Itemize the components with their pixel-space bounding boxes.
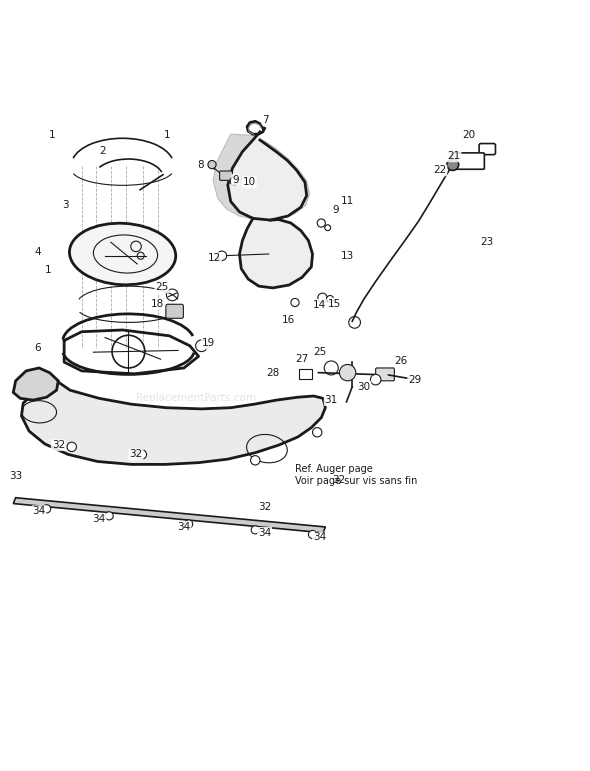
Text: 9: 9	[232, 175, 239, 185]
Text: 4: 4	[35, 247, 41, 258]
Circle shape	[309, 530, 317, 539]
Text: 23: 23	[480, 237, 493, 247]
Text: 31: 31	[324, 395, 338, 405]
Text: 6: 6	[35, 342, 41, 352]
Text: 10: 10	[243, 177, 256, 187]
Polygon shape	[14, 368, 58, 400]
Text: 12: 12	[208, 253, 221, 263]
Text: 1: 1	[49, 130, 56, 140]
FancyBboxPatch shape	[479, 143, 496, 155]
Text: 22: 22	[433, 166, 447, 176]
Text: 32: 32	[129, 449, 143, 460]
FancyBboxPatch shape	[166, 305, 183, 318]
Text: 32: 32	[332, 475, 346, 485]
Text: 16: 16	[281, 315, 294, 325]
Circle shape	[105, 512, 113, 520]
Circle shape	[339, 365, 356, 381]
Text: 9: 9	[333, 205, 339, 215]
Circle shape	[137, 449, 146, 460]
Text: 18: 18	[151, 298, 164, 308]
Text: Ref. Auger page
Voir page sur vis sans fin: Ref. Auger page Voir page sur vis sans f…	[295, 464, 417, 486]
Polygon shape	[14, 498, 326, 533]
Text: 11: 11	[341, 197, 354, 207]
Text: 8: 8	[197, 160, 204, 170]
FancyBboxPatch shape	[376, 368, 394, 381]
Text: 29: 29	[408, 375, 421, 385]
Circle shape	[251, 456, 260, 465]
Text: ReplacementParts.com: ReplacementParts.com	[136, 393, 255, 403]
Circle shape	[208, 160, 216, 169]
Text: 33: 33	[9, 471, 22, 481]
Text: 15: 15	[328, 298, 342, 308]
Text: 32: 32	[258, 502, 271, 512]
Polygon shape	[228, 132, 307, 220]
Circle shape	[313, 428, 322, 437]
Text: 34: 34	[313, 533, 326, 543]
Circle shape	[318, 293, 327, 302]
Polygon shape	[213, 134, 310, 220]
Circle shape	[217, 251, 227, 261]
Text: 7: 7	[263, 115, 269, 125]
FancyBboxPatch shape	[451, 153, 484, 170]
Text: 34: 34	[32, 506, 45, 516]
Circle shape	[447, 159, 458, 170]
Text: 30: 30	[358, 382, 371, 392]
Text: 25: 25	[313, 347, 326, 357]
FancyBboxPatch shape	[299, 369, 312, 379]
Circle shape	[317, 219, 326, 227]
Circle shape	[325, 225, 330, 231]
Text: 34: 34	[93, 513, 106, 524]
Polygon shape	[21, 381, 326, 464]
Text: 13: 13	[341, 251, 354, 261]
Text: 2: 2	[99, 146, 106, 156]
Circle shape	[67, 443, 77, 452]
Text: 3: 3	[63, 200, 69, 210]
Circle shape	[196, 340, 207, 352]
Text: 20: 20	[463, 130, 476, 140]
Text: 19: 19	[202, 338, 215, 348]
Text: 26: 26	[395, 356, 408, 366]
Polygon shape	[240, 218, 313, 288]
Text: 25: 25	[155, 282, 168, 292]
Ellipse shape	[70, 224, 176, 284]
Text: 28: 28	[266, 368, 280, 378]
Circle shape	[230, 177, 238, 185]
Text: 34: 34	[178, 522, 191, 532]
Circle shape	[251, 526, 260, 534]
Text: 1: 1	[164, 130, 171, 140]
Text: 34: 34	[258, 528, 271, 538]
FancyBboxPatch shape	[219, 171, 232, 180]
Circle shape	[185, 520, 193, 528]
Circle shape	[42, 505, 51, 513]
Text: 27: 27	[296, 354, 309, 364]
Text: 1: 1	[45, 264, 52, 274]
Circle shape	[291, 298, 299, 307]
Text: 14: 14	[313, 300, 326, 310]
Text: 32: 32	[52, 440, 65, 450]
Circle shape	[371, 375, 381, 385]
Text: 21: 21	[447, 151, 461, 161]
Circle shape	[326, 295, 333, 302]
